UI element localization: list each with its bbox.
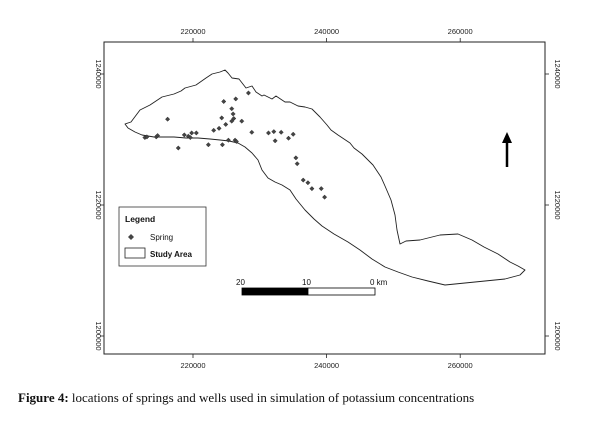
legend-title: Legend: [125, 214, 155, 224]
spring-marker: [165, 116, 171, 122]
spring-marker: [189, 130, 195, 136]
spring-marker: [286, 135, 292, 141]
spring-marker: [233, 96, 239, 102]
spring-marker: [300, 177, 306, 183]
legend: Legend Spring Study Area: [118, 206, 207, 267]
y-axis-right: 1240000 1220000 1200000: [545, 59, 562, 351]
spring-marker: [278, 129, 284, 135]
figure-caption-text: locations of springs and wells used in s…: [71, 390, 475, 405]
legend-study-area-swatch: [124, 247, 146, 259]
legend-item-study-area: Study Area: [150, 250, 192, 259]
scale-label-10: 10: [302, 278, 311, 287]
spring-marker: [318, 186, 324, 192]
y-tick-label-right: 1220000: [553, 190, 562, 219]
spring-marker: [175, 145, 181, 151]
x-axis-top: 220000 240000 260000: [180, 27, 473, 42]
scale-bar: 20 10 0 km: [236, 278, 388, 296]
spring-marker: [309, 186, 315, 192]
x-axis-bottom: 220000 240000 260000: [180, 354, 473, 370]
spring-marker: [294, 161, 300, 167]
spring-marker: [231, 116, 237, 122]
figure-caption-label: Figure 4:: [18, 390, 69, 405]
spring-marker: [266, 130, 271, 136]
x-tick-label-bottom: 220000: [180, 361, 205, 370]
spring-marker: [245, 90, 251, 96]
spring-marker: [249, 129, 255, 135]
legend-spring-marker-icon: [128, 234, 134, 240]
spring-marker: [219, 142, 225, 148]
spring-marker: [193, 130, 199, 136]
y-tick-label-left: 1220000: [94, 190, 103, 219]
spring-marker: [272, 138, 278, 144]
spring-marker: [144, 134, 150, 140]
x-tick-label-top: 240000: [314, 27, 339, 36]
y-tick-label-left: 1240000: [94, 59, 103, 88]
figure-caption: Figure 4: locations of springs and wells…: [18, 390, 598, 406]
y-tick-label-right: 1240000: [553, 59, 562, 88]
x-tick-label-top: 220000: [180, 27, 205, 36]
spring-marker: [293, 155, 299, 161]
legend-item-spring: Spring: [150, 233, 173, 242]
spring-marker: [239, 118, 245, 124]
spring-marker: [271, 129, 277, 135]
y-axis-left: 1240000 1220000 1200000: [94, 59, 104, 351]
spring-marker: [211, 127, 217, 133]
spring-marker: [205, 142, 211, 148]
spring-marker: [290, 131, 296, 137]
scale-bar-black-segment: [241, 287, 309, 296]
spring-marker: [305, 180, 311, 186]
x-tick-label-top: 260000: [448, 27, 473, 36]
scale-label-0-km: 0 km: [370, 278, 388, 287]
spring-marker: [219, 115, 225, 121]
x-tick-label-bottom: 260000: [448, 361, 473, 370]
spring-marker: [230, 111, 236, 117]
y-tick-label-left: 1200000: [94, 321, 103, 350]
scale-bar-white-segment: [307, 287, 376, 296]
spring-marker: [216, 125, 222, 131]
spring-marker: [187, 135, 193, 141]
spring-marker: [155, 133, 161, 139]
spring-marker: [221, 99, 227, 104]
spring-marker: [322, 194, 328, 200]
x-tick-label-bottom: 240000: [314, 361, 339, 370]
y-tick-label-right: 1200000: [553, 321, 562, 350]
spring-marker: [225, 137, 231, 143]
scale-label-20: 20: [236, 278, 245, 287]
spring-markers: [142, 90, 328, 200]
spring-marker: [223, 121, 229, 127]
spring-marker: [233, 138, 239, 144]
spring-marker: [181, 132, 187, 138]
spring-marker: [229, 106, 235, 112]
north-arrow-icon: [502, 132, 512, 167]
